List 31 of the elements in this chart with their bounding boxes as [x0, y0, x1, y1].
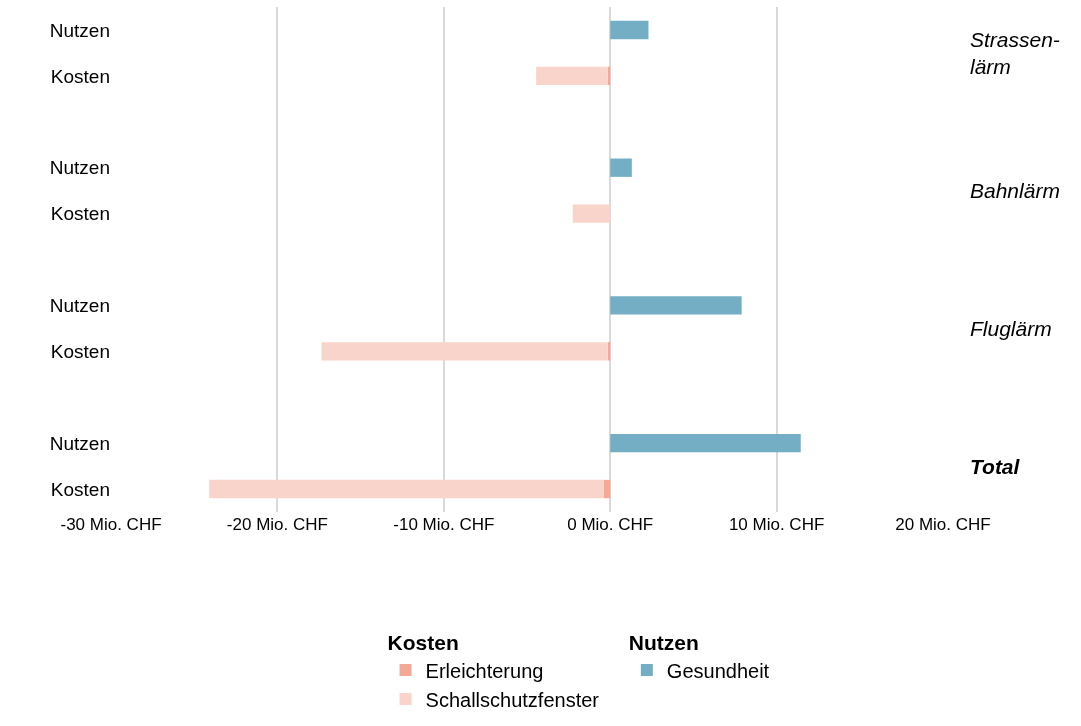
bar: [610, 158, 632, 177]
y-tick-label: Nutzen: [49, 157, 110, 179]
text: Kosten: [387, 631, 459, 655]
x-tick-label: 10 Mio. CHF: [728, 515, 825, 534]
legend-label: Schallschutzfenster: [425, 688, 600, 711]
x-tick-label: -10 Mio. CHF: [393, 515, 495, 534]
y-tick-label: Kosten: [50, 478, 110, 500]
bar: [536, 66, 608, 86]
bar: [572, 204, 611, 223]
bar: [610, 433, 801, 453]
legend-label: Erleichterung: [425, 659, 544, 682]
x-tick-label: -20 Mio. CHF: [226, 515, 328, 534]
x-tick-label: 20 Mio. CHF: [895, 515, 991, 534]
y-tick-label: Kosten: [50, 203, 110, 225]
bar: [209, 479, 604, 499]
y-tick-label: Nutzen: [49, 19, 110, 41]
legend-label: Gesundheit: [666, 659, 770, 682]
y-tick-label: Nutzen: [49, 295, 110, 317]
bar: [610, 20, 649, 40]
text: Bahnlärm: [970, 179, 1060, 202]
text: Nutzen: [628, 631, 699, 655]
y-tick-label: Kosten: [50, 65, 110, 87]
text: Fluglärm: [970, 317, 1052, 340]
text: Total: [970, 455, 1021, 478]
y-tick-label: Kosten: [50, 340, 110, 362]
text: Strassen- lärm: [970, 28, 1060, 79]
bar: [321, 342, 608, 361]
x-tick-label: -30 Mio. CHF: [60, 515, 162, 534]
x-tick-label: 0 Mio. CHF: [567, 515, 654, 534]
bar: [610, 296, 742, 315]
y-tick-label: Nutzen: [49, 432, 110, 454]
